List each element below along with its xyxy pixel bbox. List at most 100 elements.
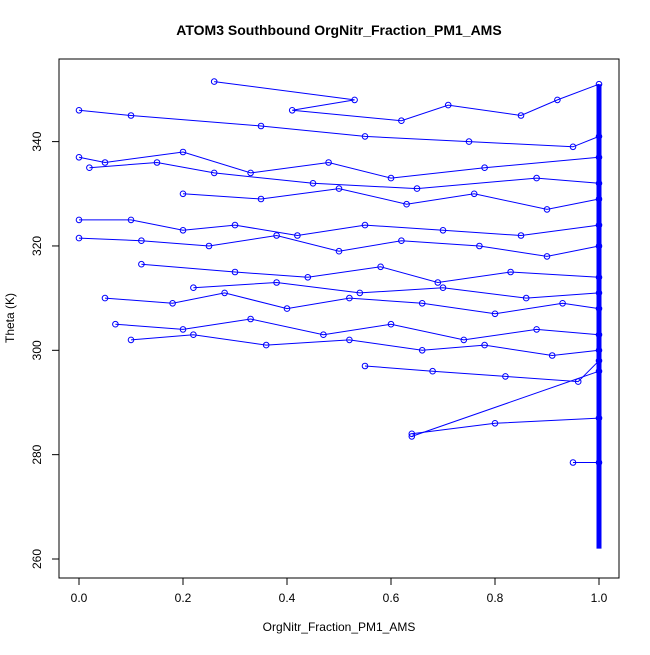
series-line (89, 161, 600, 190)
data-point (522, 294, 530, 302)
data-point (101, 294, 109, 302)
data-point (517, 232, 525, 239)
series-line (193, 281, 600, 299)
data-point (361, 362, 369, 370)
data-point (470, 190, 478, 198)
data-point (247, 169, 254, 177)
data-point (127, 336, 135, 344)
x-tick-label: 0.2 (175, 591, 192, 605)
data-point (533, 174, 540, 182)
series-line (411, 417, 600, 435)
data-point (75, 107, 83, 114)
series-line (364, 360, 600, 383)
series-line (115, 318, 600, 341)
y-tick-label: 300 (30, 340, 44, 360)
series-line (79, 219, 600, 237)
x-axis-label: OrgNitr_Fraction_PM1_AMS (263, 620, 416, 634)
data-point (190, 284, 197, 292)
data-point (169, 300, 176, 307)
data-point (361, 221, 369, 229)
series-layer (75, 78, 603, 549)
data-point (179, 227, 187, 234)
data-point (138, 260, 145, 268)
data-point (408, 430, 416, 438)
y-tick-label: 320 (30, 236, 44, 256)
data-point (533, 326, 540, 333)
data-point (320, 331, 327, 339)
data-point (481, 341, 488, 349)
data-point (325, 159, 332, 166)
data-point (86, 164, 93, 171)
series-line (141, 263, 600, 284)
data-point (569, 459, 577, 466)
data-point (465, 138, 473, 145)
data-point (210, 78, 218, 85)
series-line (78, 109, 600, 148)
data-point (153, 159, 161, 166)
data-point (398, 117, 405, 124)
series-line (214, 81, 600, 122)
series-line (411, 370, 600, 437)
data-point (112, 320, 119, 328)
y-axis-label: Theta (K) (3, 293, 17, 343)
data-point (75, 216, 83, 224)
data-point (101, 159, 109, 166)
data-point (346, 336, 353, 344)
data-point (335, 185, 343, 192)
series-line (182, 188, 600, 210)
data-point (543, 206, 551, 213)
data-point (179, 148, 187, 156)
data-point (408, 433, 416, 440)
data-point (179, 326, 187, 333)
data-point (231, 268, 239, 276)
data-point (273, 279, 280, 286)
series-line (104, 292, 600, 315)
data-point (429, 367, 436, 375)
data-point (288, 107, 296, 114)
data-point (257, 122, 265, 130)
data-point (262, 341, 270, 349)
y-tick-label: 260 (30, 549, 44, 569)
data-point (361, 133, 369, 140)
data-point (221, 289, 228, 297)
data-point (190, 331, 197, 339)
data-point (75, 234, 83, 242)
data-point (75, 154, 83, 161)
data-point (351, 96, 358, 104)
data-point (413, 185, 421, 192)
data-point (502, 373, 509, 380)
data-point (439, 227, 447, 234)
x-tick-label: 1.0 (591, 591, 608, 605)
data-point (283, 305, 291, 312)
data-point (554, 96, 561, 104)
data-point (418, 347, 426, 354)
data-point (257, 195, 265, 203)
y-tick-label: 280 (30, 444, 44, 464)
x-tick-label: 0.0 (71, 591, 88, 605)
data-point (346, 294, 353, 302)
x-tick-label: 0.4 (279, 591, 296, 605)
data-point (247, 315, 254, 323)
data-point (559, 300, 566, 307)
data-point (517, 112, 525, 119)
data-point (507, 268, 514, 276)
data-point (294, 232, 301, 239)
data-point (403, 200, 410, 208)
data-point (476, 242, 483, 250)
data-point (398, 237, 405, 244)
data-point (548, 352, 556, 359)
y-tick-label: 340 (30, 131, 44, 151)
data-point (491, 310, 499, 318)
data-point (491, 420, 499, 427)
data-point (481, 164, 488, 171)
data-point (439, 284, 447, 292)
chart-title: ATOM3 Southbound OrgNitr_Fraction_PM1_AM… (176, 22, 501, 38)
data-point (273, 232, 280, 239)
series-line (78, 234, 600, 257)
data-point (127, 216, 135, 224)
data-point (418, 300, 426, 307)
data-point (205, 242, 213, 250)
data-point (304, 274, 312, 281)
